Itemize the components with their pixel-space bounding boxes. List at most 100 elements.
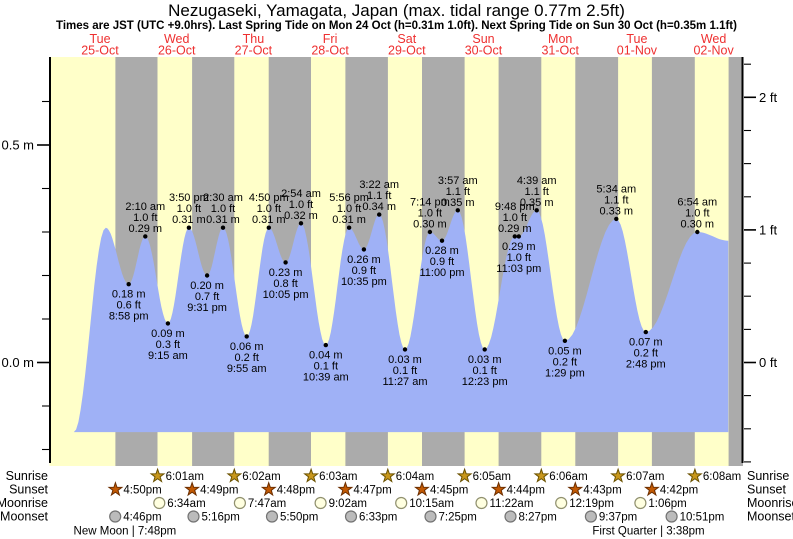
sunset-icon — [260, 481, 277, 497]
tide-low-annotation-line: 0.03 m — [388, 354, 422, 366]
moonrise-time: 9:02am — [329, 498, 367, 510]
tide-point-dot — [516, 234, 521, 239]
day-weekday-label: Tue — [626, 32, 647, 46]
tide-low-annotation-line: 10:35 pm — [341, 276, 387, 288]
axes: 0.5 m 0.0 m 2 ft 1 ft 0 ft — [1, 57, 777, 463]
tide-point-dot — [402, 347, 408, 352]
sunrise-icon — [456, 467, 473, 483]
tide-point-dot — [143, 234, 148, 239]
tide-low-annotation-line: 11:03 pm — [496, 263, 541, 275]
tide-point-dot — [562, 338, 568, 343]
tide-high-annotation-line: 3:57 am — [438, 175, 478, 187]
moonrise-icon — [233, 496, 246, 510]
tide-low-annotation-line: 0.2 ft — [634, 348, 658, 360]
row-label-right-sunset: Sunset — [747, 483, 786, 497]
tide-low-annotation-line: 11:27 am — [382, 376, 427, 388]
tide-low-annotation-line: 0.04 m — [309, 350, 343, 362]
tide-low-annotation-line: 0.1 ft — [472, 365, 496, 377]
tide-low-annotation-line: 0.8 ft — [273, 278, 297, 290]
right-axis-label: 0 ft — [759, 355, 777, 370]
right-axis-label: 1 ft — [759, 222, 777, 237]
tide-high-annotation-line: 0.31 m — [206, 214, 240, 226]
day-weekday-label: Thu — [243, 32, 265, 46]
moonset-icon — [504, 510, 517, 523]
moonrise-time: 11:22am — [490, 498, 534, 510]
tide-high-annotation-line: 4:50 pm — [249, 192, 289, 204]
sunrise-icon — [533, 467, 550, 483]
moonrise-time: 12:19pm — [569, 498, 614, 510]
day-weekday-label: Fri — [323, 32, 338, 46]
row-label-right-sunrise: Sunrise — [747, 469, 789, 483]
tide-low-annotation-line: 0.6 ft — [116, 300, 140, 312]
day-weekday-label: Wed — [701, 32, 727, 46]
tide-low-annotation-line: 0.03 m — [468, 354, 502, 366]
tide-high-annotation-line: 3:50 pm — [169, 192, 209, 204]
tide-low-annotation-line: 1:29 pm — [545, 367, 585, 379]
tide-low-annotation-line: 0.9 ft — [352, 265, 376, 277]
sunset-time: 4:49pm — [200, 485, 238, 497]
sunrise-icon — [226, 467, 243, 483]
moonrise-time: 10:15am — [409, 498, 454, 510]
tide-high-annotation-line: 0.34 m — [362, 201, 396, 213]
tide-high-annotation-line: 5:56 pm — [329, 192, 369, 204]
row-label-left-sunrise: Sunrise — [6, 469, 48, 483]
day-date-label: 29-Oct — [388, 44, 426, 58]
sunset-icon — [337, 481, 354, 497]
moon-phase-label: New Moon | 7:48pm — [74, 526, 177, 538]
tide-low-annotation-line: 10:05 pm — [263, 289, 309, 301]
tide-high-annotation-line: 1.0 ft — [133, 212, 157, 224]
tide-low-annotation-line: 0.2 ft — [234, 352, 258, 364]
tide-low-annotation-line: 9:55 am — [227, 363, 267, 375]
day-weekday-label: Tue — [89, 32, 110, 46]
tide-low-annotation-line: 0.20 m — [190, 280, 224, 292]
tide-low-annotation-line: 0.7 ft — [195, 291, 219, 303]
tide-high-annotation-line: 2:30 am — [203, 192, 243, 204]
row-label-right-moonrise: Moonrise — [747, 496, 793, 510]
chart-title: Nezugaseki, Yamagata, Japan (max. tidal … — [168, 1, 625, 20]
tide-high-annotation-line: 0.31 m — [332, 214, 366, 226]
left-axis-label: 0.5 m — [1, 138, 34, 153]
tide-low-annotation-line: 2:48 pm — [626, 359, 666, 371]
tide-high-annotation-line: 6:54 am — [677, 197, 717, 209]
day-weekday-label: Wed — [164, 32, 190, 46]
tide-point-dot — [427, 229, 433, 235]
row-label-left-moonset: Moonset — [0, 510, 48, 524]
sunrise-time: 6:02am — [242, 471, 280, 483]
tide-low-annotation-line: 11:00 pm — [419, 267, 464, 279]
moonset-time: 5:16pm — [202, 512, 240, 524]
moonset-icon — [665, 510, 678, 523]
tide-high-annotation-line: 2:54 am — [281, 188, 321, 200]
tide-high-annotation-line: 1.0 ft — [211, 203, 235, 215]
sunrise-icon — [686, 467, 703, 483]
moonset-time: 5:50pm — [280, 512, 318, 524]
sunset-icon — [490, 481, 507, 497]
tide-low-annotation-line: 0.18 m — [112, 289, 146, 301]
tide-low-annotation-line: 0.28 m — [425, 245, 459, 257]
tide-low-annotation-line: 0.29 m — [502, 241, 536, 253]
tide-high-annotation-line: 1.0 ft — [177, 203, 201, 215]
moonrise-time: 6:34am — [167, 498, 205, 510]
sunset-icon — [107, 481, 124, 497]
tide-high-annotation-line: 1.1 ft — [604, 194, 628, 206]
tide-point-dot — [512, 234, 517, 239]
moonrise-time: 7:47am — [248, 498, 286, 510]
day-date-label: 30-Oct — [465, 44, 503, 58]
tide-point-dot — [244, 334, 249, 339]
tide-high-annotation-line: 0.31 m — [252, 214, 286, 226]
tide-low-annotation-line: 12:23 pm — [462, 376, 508, 388]
tide-point-dot — [439, 238, 445, 243]
day-weekday-label: Mon — [548, 32, 572, 46]
tide-point-dot — [346, 225, 352, 230]
tide-low-annotation-line: 0.2 ft — [553, 356, 577, 368]
tide-high-annotation-line: 7:14 pm — [410, 197, 450, 209]
moonrise-icon — [555, 496, 568, 510]
tide-low-annotation-line: 0.23 m — [269, 267, 303, 279]
tide-point-dot — [165, 321, 171, 326]
moonset-icon — [265, 510, 279, 523]
tide-low-annotation-line: 8:58 pm — [109, 311, 149, 323]
tide-low-annotation-line: 0.05 m — [548, 345, 582, 357]
moon-phase-label: First Quarter | 3:38pm — [592, 526, 704, 538]
right-axis-label: 2 ft — [759, 90, 777, 105]
day-weekday-label: Sun — [472, 32, 494, 46]
